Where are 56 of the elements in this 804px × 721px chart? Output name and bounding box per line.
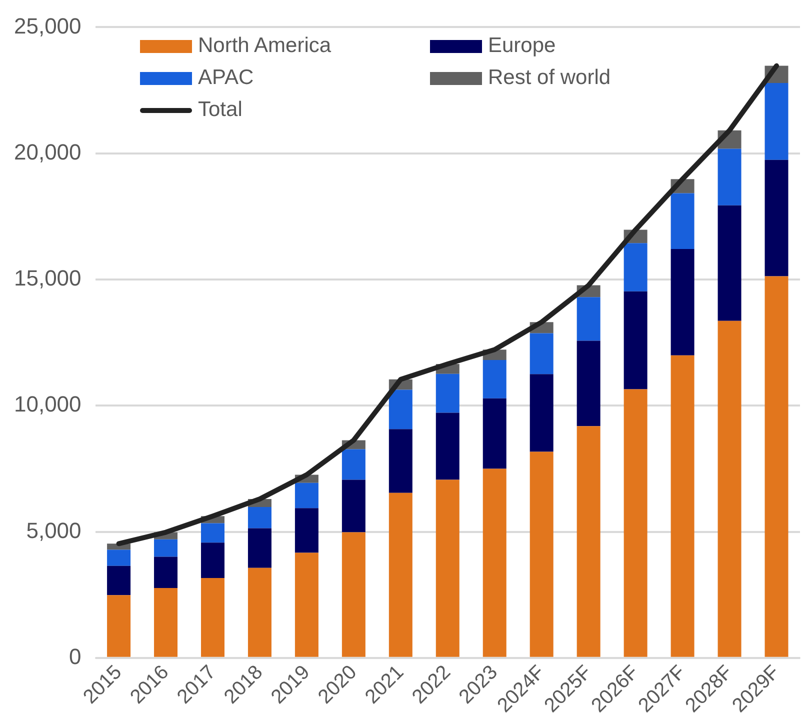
bar bbox=[342, 449, 366, 480]
bar bbox=[718, 148, 742, 206]
bar bbox=[482, 398, 506, 469]
legend-label: North America bbox=[198, 34, 332, 58]
bar bbox=[294, 552, 318, 657]
bar bbox=[482, 468, 506, 657]
bar bbox=[388, 492, 412, 657]
y-tick-label: 5,000 bbox=[26, 518, 82, 543]
bar bbox=[342, 480, 366, 532]
legend-label: Rest of world bbox=[488, 66, 611, 90]
bar bbox=[764, 82, 788, 160]
bar bbox=[294, 482, 318, 508]
bar bbox=[154, 539, 178, 557]
y-tick-label: 15,000 bbox=[14, 266, 82, 291]
bar bbox=[200, 523, 224, 543]
y-tick-label: 0 bbox=[69, 644, 82, 669]
bar bbox=[576, 426, 600, 657]
bar bbox=[764, 276, 788, 657]
bar bbox=[154, 588, 178, 657]
bar bbox=[576, 297, 600, 341]
bar bbox=[248, 568, 272, 657]
bar bbox=[624, 243, 648, 292]
bar bbox=[248, 507, 272, 528]
bar bbox=[530, 374, 554, 452]
bar bbox=[576, 340, 600, 426]
bar bbox=[718, 205, 742, 321]
bar bbox=[624, 389, 648, 657]
bar bbox=[294, 508, 318, 553]
bar bbox=[530, 452, 554, 657]
bar bbox=[718, 320, 742, 657]
bar bbox=[482, 360, 506, 398]
bar bbox=[107, 566, 131, 596]
bar bbox=[342, 532, 366, 657]
bar bbox=[624, 291, 648, 390]
bar bbox=[764, 160, 788, 276]
bar bbox=[388, 390, 412, 430]
bar bbox=[248, 528, 272, 568]
legend-label: APAC bbox=[198, 66, 254, 90]
bar bbox=[200, 542, 224, 578]
y-tick-label: 10,000 bbox=[14, 392, 82, 417]
legend-label: Europe bbox=[488, 34, 556, 58]
bar bbox=[530, 333, 554, 374]
bar bbox=[670, 248, 694, 356]
bar bbox=[107, 595, 131, 657]
bar bbox=[200, 578, 224, 657]
bar bbox=[670, 193, 694, 249]
bar bbox=[670, 355, 694, 657]
bar bbox=[436, 480, 460, 657]
bar bbox=[388, 429, 412, 493]
legend-label: Total bbox=[198, 98, 242, 122]
bar bbox=[436, 374, 460, 413]
y-tick-label: 25,000 bbox=[14, 13, 82, 38]
bar bbox=[436, 412, 460, 480]
y-tick-label: 20,000 bbox=[14, 139, 82, 164]
bar bbox=[154, 556, 178, 588]
bar bbox=[107, 550, 131, 566]
